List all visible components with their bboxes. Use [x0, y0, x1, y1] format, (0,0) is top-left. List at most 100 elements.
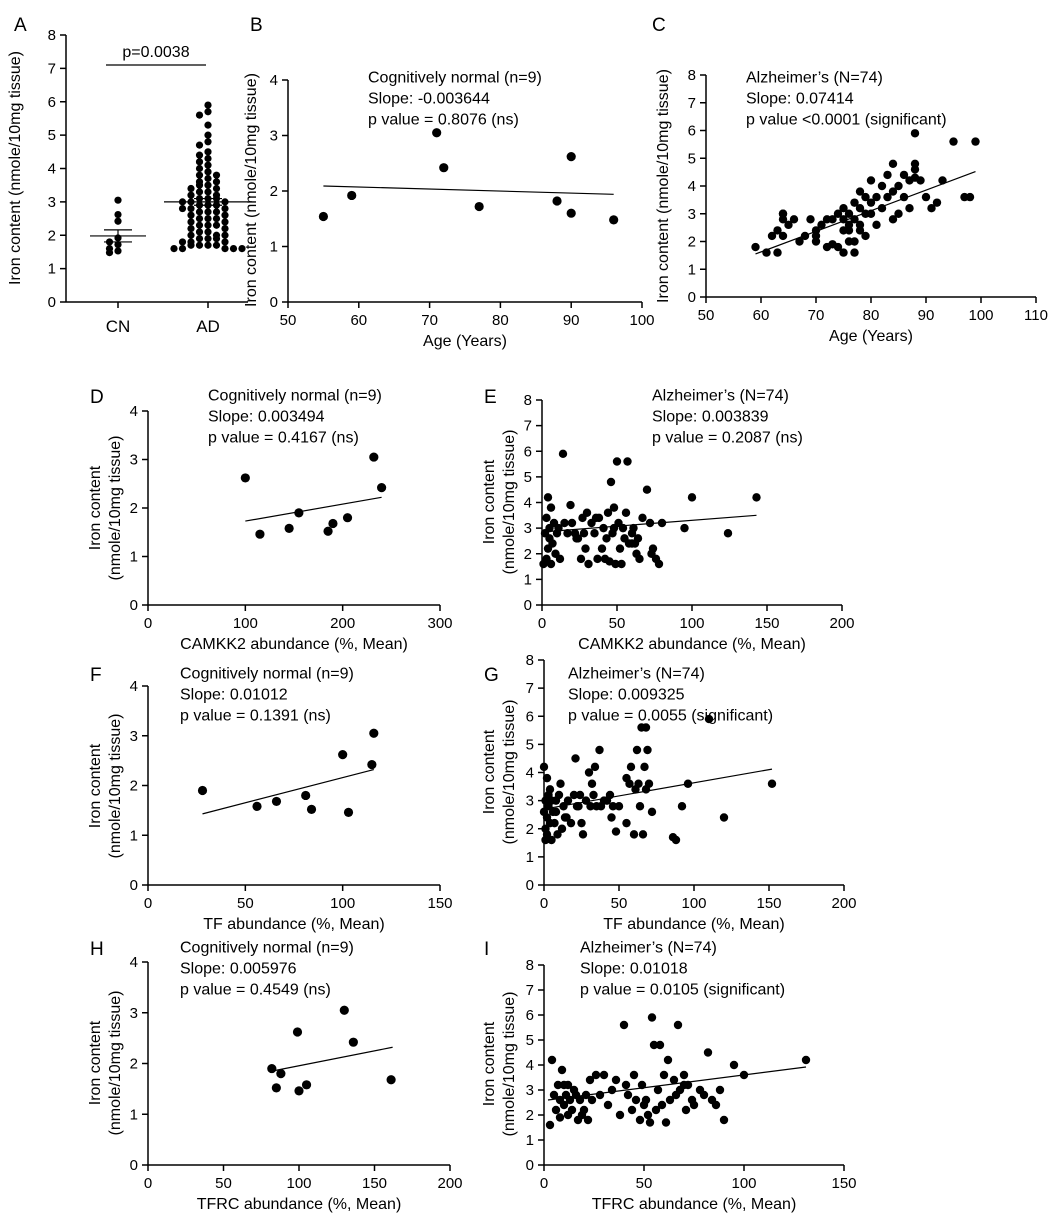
data-point: [626, 762, 636, 772]
data-point: [323, 526, 333, 536]
data-point: [204, 174, 212, 183]
data-point: [719, 1115, 729, 1125]
data-point: [806, 215, 815, 224]
data-point: [581, 544, 590, 553]
data-point: [545, 1120, 555, 1130]
data-point: [204, 221, 212, 229]
data-point: [271, 1083, 281, 1093]
data-point: [767, 779, 777, 788]
x-axis-label: Age (Years): [423, 333, 507, 350]
data-point: [789, 215, 799, 224]
data-point: [866, 198, 876, 207]
data-point: [584, 559, 593, 569]
data-point: [377, 483, 387, 493]
y-tick-label: 4: [526, 1057, 534, 1074]
data-point: [114, 217, 122, 225]
data-point: [212, 214, 221, 223]
data-point: [221, 231, 229, 239]
data-point: [267, 1063, 277, 1074]
data-point: [593, 554, 602, 564]
y-tick-label: 0: [526, 877, 534, 894]
data-point: [605, 790, 615, 800]
y-tick-label: 3: [524, 520, 532, 537]
regression-line: [547, 1066, 807, 1101]
panel-E: E 0 1 2 3 4 5 6 7 8 0 50 100 150 200 CAMKK2 abundance (…: [481, 387, 855, 653]
data-point: [861, 192, 870, 202]
data-point: [547, 835, 556, 845]
y-tick-label: 8: [526, 957, 534, 974]
x-tick-label: 70: [421, 312, 438, 329]
data-point: [170, 245, 178, 253]
y-tick-label: 7: [526, 982, 534, 999]
data-point: [850, 248, 859, 257]
annotation-line: p value = 0.0105 (significant): [580, 981, 785, 998]
data-point: [618, 523, 628, 533]
x-tick-label: 150: [362, 1175, 387, 1192]
data-point: [683, 779, 693, 788]
y-tick-label: 4: [130, 678, 138, 695]
data-point: [587, 779, 597, 788]
annotation-line: Slope: 0.003839: [652, 408, 769, 425]
data-point: [187, 231, 195, 239]
y-axis-label: Iron content: [481, 1021, 498, 1106]
data-point: [641, 1095, 651, 1105]
data-point: [178, 238, 187, 246]
data-point: [657, 1100, 667, 1110]
data-point: [611, 1075, 621, 1085]
data-point: [641, 785, 651, 794]
x-axis-label: CAMKK2 abundance (%, Mean): [180, 636, 408, 653]
data-point: [187, 241, 195, 249]
x-axis-label: TF abundance (%, Mean): [603, 916, 784, 933]
data-point: [811, 226, 821, 235]
data-point: [318, 211, 328, 222]
y-tick-label: 2: [130, 500, 138, 517]
data-point: [773, 248, 782, 257]
data-point: [255, 529, 265, 539]
y-tick-label: 3: [130, 452, 138, 469]
data-point: [567, 518, 577, 528]
data-point: [585, 1075, 595, 1085]
data-point: [649, 1040, 659, 1050]
y-axis-label: Iron content: [481, 459, 498, 544]
data-point: [221, 238, 229, 246]
data-point: [195, 234, 204, 243]
y-tick-label: 7: [526, 680, 534, 697]
data-point: [584, 768, 594, 777]
data-point: [679, 1080, 689, 1090]
data-point: [212, 184, 221, 193]
y-tick-label: 0: [526, 1157, 534, 1174]
data-point: [240, 473, 250, 483]
y-tick-label: 2: [270, 183, 278, 200]
x-tick-label: 0: [538, 615, 546, 632]
data-point: [659, 1070, 669, 1080]
panel-letter: I: [484, 939, 489, 960]
data-point: [569, 790, 579, 800]
y-axis-label: (nmole/10mg tissue): [107, 714, 124, 859]
annotation-line: Alzheimer’s (N=74): [568, 665, 705, 682]
annotation-line: p value <0.0001 (significant): [746, 111, 947, 128]
data-point: [195, 141, 204, 149]
annotation-line: Slope: 0.009325: [568, 686, 685, 703]
panel-C: C 0 1 2 3 4 5 6 7 8 50 60 70 80 90 100 110 Age (Years) Iro…: [652, 15, 1048, 345]
panel-letter: A: [14, 15, 27, 36]
x-tick-label: 50: [636, 1175, 653, 1192]
y-tick-label: 2: [526, 821, 534, 838]
data-point: [114, 240, 122, 249]
data-point: [899, 192, 909, 202]
data-point: [204, 121, 212, 129]
x-tick-label: 200: [829, 615, 854, 632]
data-point: [195, 241, 204, 249]
data-point: [339, 1005, 349, 1015]
annotation-line: Alzheimer’s (N=74): [652, 387, 789, 404]
data-point: [671, 835, 681, 845]
data-point: [556, 779, 565, 788]
y-tick-label: 8: [524, 392, 532, 409]
data-point: [542, 830, 552, 839]
y-tick-label: 8: [526, 652, 534, 669]
data-point: [221, 224, 229, 233]
data-point: [575, 1095, 585, 1105]
x-tick-label: 80: [863, 307, 880, 324]
data-point: [554, 523, 563, 533]
data-point: [689, 1100, 699, 1110]
